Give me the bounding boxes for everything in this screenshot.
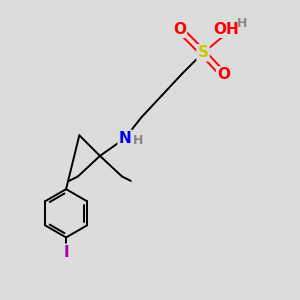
Text: O: O <box>217 68 230 82</box>
Text: S: S <box>197 45 208 60</box>
Text: N: N <box>118 131 131 146</box>
Text: O: O <box>173 22 186 37</box>
Text: I: I <box>63 245 69 260</box>
Text: H: H <box>133 134 144 147</box>
Text: H: H <box>237 17 247 30</box>
Text: OH: OH <box>214 22 239 37</box>
